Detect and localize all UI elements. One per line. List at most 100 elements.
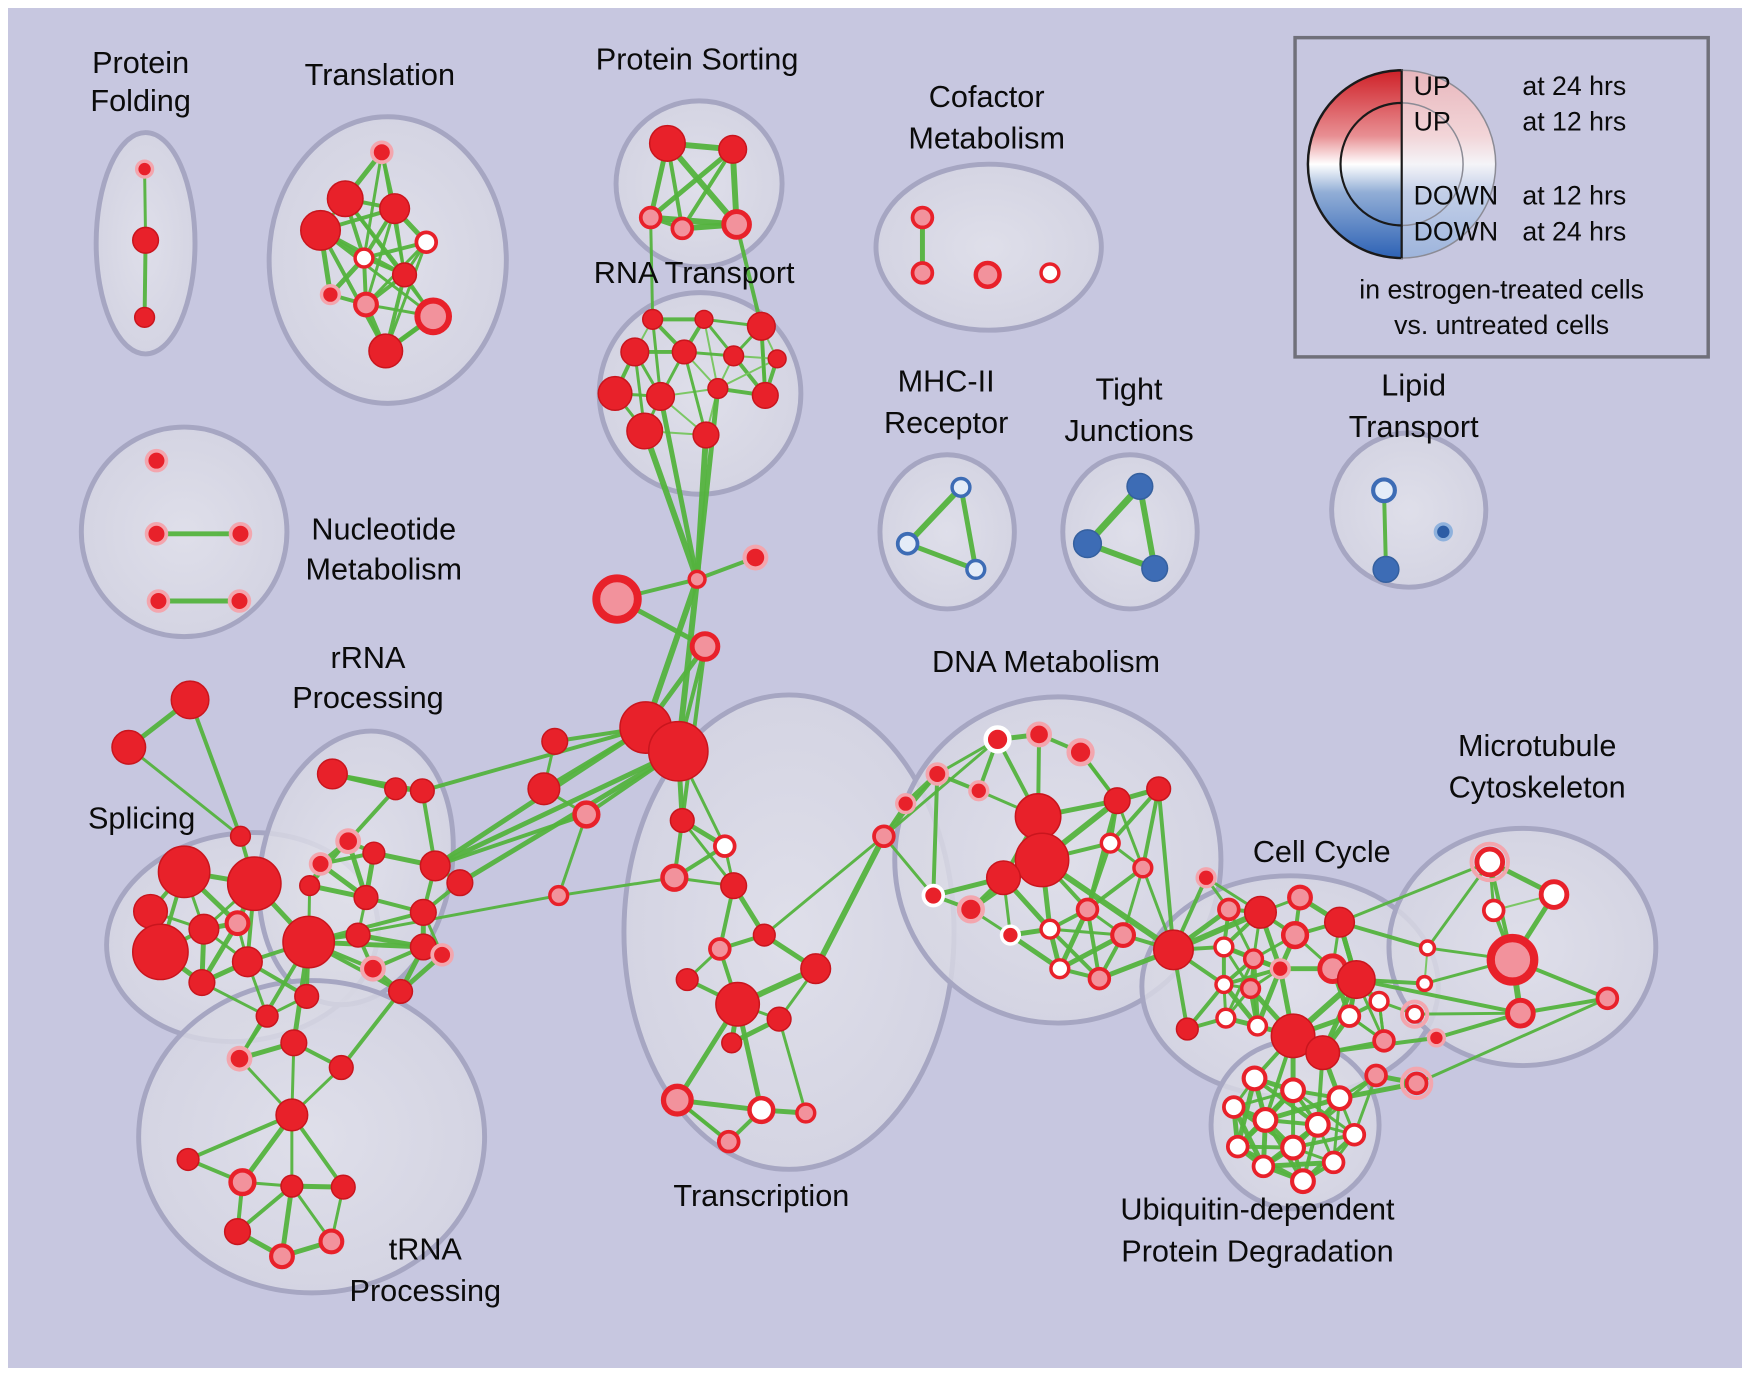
gene-node-rna-transport[interactable] — [626, 412, 664, 450]
gene-node-rrna-processing[interactable] — [409, 898, 437, 926]
gene-node-rna-transport[interactable] — [671, 339, 697, 365]
gene-node-microtubule-cytoskeleton[interactable] — [1418, 939, 1437, 957]
gene-node-ubiquitin-dependent-protein-degradation[interactable] — [1364, 1063, 1388, 1088]
gene-node-connectors[interactable] — [647, 720, 709, 782]
gene-node-rrna-processing[interactable] — [430, 943, 454, 967]
gene-node-transcription[interactable] — [669, 807, 695, 834]
gene-node-microtubule-cytoskeleton[interactable] — [1505, 997, 1536, 1029]
gene-node-cell-cycle[interactable] — [1195, 867, 1217, 889]
gene-node-microtubule-cytoskeleton[interactable] — [1415, 974, 1434, 993]
gene-node-rna-transport[interactable] — [723, 345, 745, 367]
gene-node-connectors[interactable] — [541, 727, 569, 755]
gene-node-dna-metabolism[interactable] — [1014, 832, 1070, 888]
gene-node-cell-cycle[interactable] — [1242, 948, 1265, 970]
gene-node-dna-metabolism[interactable] — [956, 895, 985, 924]
gene-node-transcription[interactable] — [708, 937, 732, 961]
gene-node-cell-cycle[interactable] — [1215, 1007, 1237, 1029]
gene-node-connectors[interactable] — [592, 574, 642, 624]
gene-node-trna-processing[interactable] — [269, 1243, 295, 1270]
gene-node-rrna-processing[interactable] — [282, 915, 336, 969]
gene-node-dna-metabolism[interactable] — [1026, 721, 1053, 748]
gene-node-splicing[interactable] — [188, 913, 220, 945]
gene-node-ubiquitin-dependent-protein-degradation[interactable] — [1280, 1134, 1307, 1161]
gene-node-cell-cycle[interactable] — [1214, 974, 1234, 995]
gene-node-rrna-processing[interactable] — [316, 758, 348, 790]
gene-node-cell-cycle[interactable] — [1269, 958, 1291, 980]
gene-node-dna-metabolism[interactable] — [1099, 832, 1121, 854]
gene-node-transcription[interactable] — [660, 863, 689, 892]
gene-node-transcription[interactable] — [716, 1129, 741, 1154]
gene-node-protein-sorting[interactable] — [718, 134, 748, 164]
gene-node-transcription[interactable] — [747, 1095, 776, 1125]
gene-node-cell-cycle[interactable] — [1239, 977, 1262, 1000]
gene-node-microtubule-cytoskeleton[interactable] — [1426, 1028, 1447, 1048]
gene-node-ubiquitin-dependent-protein-degradation[interactable] — [1225, 1134, 1250, 1159]
gene-node-dna-metabolism[interactable] — [925, 762, 950, 786]
gene-node-cell-cycle[interactable] — [1243, 895, 1278, 929]
gene-node-nucleotide-metabolism[interactable] — [228, 522, 253, 546]
gene-node-tight-junctions[interactable] — [1126, 472, 1154, 500]
gene-node-nucleotide-metabolism[interactable] — [227, 589, 252, 613]
gene-node-cell-cycle[interactable] — [1287, 884, 1313, 911]
gene-node-cell-cycle[interactable] — [1270, 1013, 1316, 1059]
gene-node-rrna-processing[interactable] — [446, 869, 474, 897]
gene-node-cell-cycle[interactable] — [1372, 1029, 1396, 1053]
gene-node-rrna-processing[interactable] — [299, 875, 321, 897]
gene-node-trna-processing[interactable] — [318, 1228, 345, 1255]
gene-node-dna-metabolism[interactable] — [968, 780, 990, 802]
gene-node-microtubule-cytoskeleton[interactable] — [1486, 933, 1539, 986]
gene-node-ubiquitin-dependent-protein-degradation[interactable] — [1326, 1085, 1353, 1112]
gene-node-rrna-processing[interactable] — [353, 884, 379, 911]
gene-node-lipid-transport[interactable] — [1433, 522, 1453, 542]
gene-node-ubiquitin-dependent-protein-degradation[interactable] — [1404, 1071, 1429, 1096]
gene-node-trna-processing[interactable] — [223, 1218, 252, 1246]
gene-node-microtubule-cytoskeleton[interactable] — [1405, 1004, 1425, 1024]
gene-node-ubiquitin-dependent-protein-degradation[interactable] — [1241, 1065, 1268, 1092]
gene-node-dna-metabolism[interactable] — [1066, 738, 1095, 767]
gene-node-rrna-processing[interactable] — [387, 978, 414, 1005]
gene-node-cell-cycle[interactable] — [1305, 1035, 1341, 1071]
gene-node-transcription[interactable] — [721, 1032, 743, 1054]
gene-node-rna-transport[interactable] — [707, 377, 729, 400]
gene-node-cell-cycle[interactable] — [1152, 929, 1194, 971]
gene-node-connectors[interactable] — [527, 772, 561, 806]
gene-node-dna-metabolism[interactable] — [895, 793, 917, 815]
gene-node-protein-sorting[interactable] — [670, 216, 695, 241]
gene-node-rrna-processing[interactable] — [419, 850, 451, 882]
gene-node-ubiquitin-dependent-protein-degradation[interactable] — [1321, 1150, 1346, 1175]
gene-node-splicing[interactable] — [226, 856, 282, 912]
gene-node-cell-cycle[interactable] — [1280, 920, 1310, 950]
gene-node-translation[interactable] — [391, 262, 418, 288]
gene-node-rna-transport[interactable] — [620, 337, 650, 367]
gene-node-rna-transport[interactable] — [767, 349, 787, 369]
gene-node-microtubule-cytoskeleton[interactable] — [1538, 879, 1570, 910]
gene-node-cell-cycle[interactable] — [1175, 1017, 1199, 1041]
gene-node-dna-metabolism[interactable] — [1075, 897, 1100, 922]
gene-node-translation[interactable] — [414, 297, 453, 336]
gene-node-connectors[interactable] — [872, 824, 896, 849]
gene-node-connectors[interactable] — [548, 884, 570, 907]
gene-node-dna-metabolism[interactable] — [1014, 793, 1062, 840]
gene-node-rna-transport[interactable] — [692, 421, 720, 449]
gene-node-rrna-processing[interactable] — [384, 777, 408, 801]
gene-node-nucleotide-metabolism[interactable] — [144, 522, 169, 546]
gene-node-splicing[interactable] — [157, 845, 211, 899]
gene-node-mhc-ii-receptor[interactable] — [895, 531, 920, 556]
gene-node-transcription[interactable] — [715, 981, 761, 1027]
gene-node-protein-folding[interactable] — [133, 306, 156, 328]
gene-node-ubiquitin-dependent-protein-degradation[interactable] — [1252, 1106, 1279, 1133]
gene-node-mhc-ii-receptor[interactable] — [950, 476, 972, 498]
gene-node-splicing[interactable] — [224, 910, 251, 937]
gene-node-transcription[interactable] — [752, 923, 776, 947]
gene-node-cell-cycle[interactable] — [1368, 990, 1390, 1012]
gene-node-mhc-ii-receptor[interactable] — [965, 558, 987, 581]
gene-node-cell-cycle[interactable] — [1246, 1015, 1269, 1037]
gene-node-rna-transport[interactable] — [746, 311, 776, 341]
gene-node-dna-metabolism[interactable] — [1039, 918, 1061, 940]
gene-node-dna-metabolism[interactable] — [1087, 966, 1112, 991]
gene-node-translation[interactable] — [379, 193, 411, 225]
gene-node-tight-junctions[interactable] — [1141, 554, 1169, 582]
gene-node-transcription[interactable] — [720, 872, 748, 900]
gene-node-lipid-transport[interactable] — [1371, 477, 1397, 504]
gene-node-ubiquitin-dependent-protein-degradation[interactable] — [1222, 1095, 1246, 1119]
